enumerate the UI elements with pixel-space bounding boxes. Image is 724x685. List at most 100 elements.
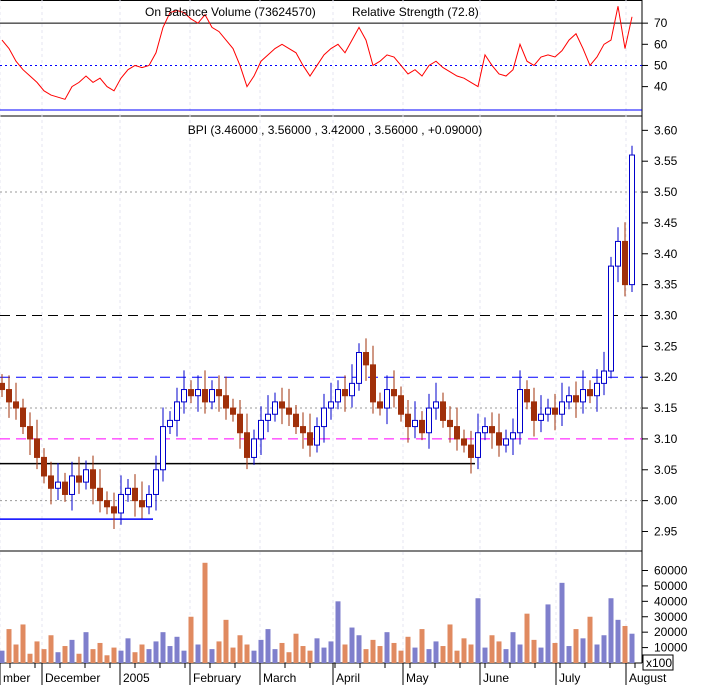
volume-bar bbox=[272, 649, 278, 663]
candle-up bbox=[69, 475, 75, 495]
candle-up bbox=[356, 352, 362, 384]
candle-down bbox=[13, 401, 19, 409]
candle-down bbox=[391, 389, 397, 397]
volume-bar bbox=[622, 626, 628, 663]
volume-bar bbox=[384, 632, 390, 663]
x-axis-label: March bbox=[263, 671, 296, 685]
candle-up bbox=[195, 389, 201, 397]
price-axis-tick-label: 3.55 bbox=[654, 154, 678, 168]
candle-up bbox=[55, 481, 61, 489]
candle-down bbox=[496, 432, 502, 446]
x-axis-label: May bbox=[406, 671, 429, 685]
volume-bar bbox=[573, 629, 579, 663]
x-axis-label: 2005 bbox=[123, 671, 150, 685]
volume-bar bbox=[587, 616, 593, 663]
volume-bar bbox=[104, 655, 110, 663]
candle-up bbox=[559, 401, 565, 415]
volume-bar bbox=[440, 646, 446, 663]
candle-down bbox=[370, 364, 376, 403]
volume-axis-tick-label: 60000 bbox=[654, 564, 688, 578]
volume-bar bbox=[34, 641, 40, 663]
volume-bar bbox=[517, 644, 523, 663]
price-axis-tick-label: 3.20 bbox=[654, 370, 678, 384]
volume-bar bbox=[223, 619, 229, 663]
candle-down bbox=[293, 413, 299, 428]
candle-down bbox=[279, 401, 285, 409]
volume-bar bbox=[503, 649, 509, 663]
volume-bar bbox=[356, 635, 362, 663]
volume-bar bbox=[139, 644, 145, 663]
candle-down bbox=[97, 487, 103, 502]
volume-bar bbox=[97, 642, 103, 663]
candle-up bbox=[146, 493, 152, 508]
volume-bar bbox=[118, 650, 124, 663]
volume-bar bbox=[377, 646, 383, 663]
candle-up bbox=[601, 370, 607, 384]
candle-down bbox=[405, 413, 411, 428]
candle-down bbox=[363, 352, 369, 366]
volume-bar bbox=[342, 644, 348, 663]
candle-up bbox=[160, 426, 166, 471]
candle-up bbox=[251, 438, 257, 458]
price-axis-tick-label: 3.10 bbox=[654, 432, 678, 446]
candle-down bbox=[468, 444, 474, 458]
candle-up bbox=[433, 401, 439, 409]
candle-up bbox=[83, 469, 89, 483]
candle-down bbox=[552, 407, 558, 415]
volume-bar bbox=[209, 649, 215, 663]
candle-up bbox=[629, 154, 635, 286]
candle-down bbox=[622, 240, 628, 286]
volume-bar bbox=[251, 650, 257, 663]
candle-down bbox=[6, 389, 12, 403]
candle-down bbox=[132, 487, 138, 502]
volume-bar bbox=[559, 582, 565, 663]
candle-down bbox=[62, 481, 68, 495]
candle-up bbox=[209, 389, 215, 403]
volume-bar bbox=[496, 641, 502, 663]
candle-down bbox=[237, 413, 243, 434]
volume-bar bbox=[419, 629, 425, 663]
candle-down bbox=[531, 401, 537, 421]
volume-bar bbox=[48, 635, 54, 663]
volume-bar bbox=[482, 647, 488, 663]
candle-down bbox=[447, 419, 453, 428]
volume-bar bbox=[195, 644, 201, 663]
volume-bar bbox=[83, 632, 89, 663]
volume-bar bbox=[594, 644, 600, 663]
price-axis-tick-label: 3.35 bbox=[654, 278, 678, 292]
volume-bar bbox=[111, 647, 117, 663]
candle-up bbox=[475, 432, 481, 458]
price-axis-tick-label: 3.60 bbox=[654, 123, 678, 137]
price-axis-tick-label: 3.25 bbox=[654, 339, 678, 353]
candle-down bbox=[461, 438, 467, 446]
volume-bar bbox=[510, 632, 516, 663]
candle-up bbox=[517, 389, 523, 434]
candle-down bbox=[223, 395, 229, 409]
volume-bar bbox=[615, 619, 621, 663]
candle-up bbox=[181, 389, 187, 403]
candle-up bbox=[594, 382, 600, 397]
price-axis-tick-label: 3.00 bbox=[654, 494, 678, 508]
candle-up bbox=[335, 389, 341, 403]
volume-bar bbox=[433, 641, 439, 663]
indicator-title: On Balance Volume (73624570) bbox=[145, 5, 316, 19]
candle-down bbox=[216, 389, 222, 397]
x-axis-label: mber bbox=[3, 671, 30, 685]
candle-down bbox=[48, 475, 54, 489]
candle-down bbox=[188, 389, 194, 397]
volume-bar bbox=[202, 562, 208, 663]
candle-down bbox=[419, 419, 425, 434]
indicator-title: Relative Strength (72.8) bbox=[352, 5, 479, 19]
volume-bar bbox=[0, 650, 5, 663]
volume-bar bbox=[391, 642, 397, 663]
candle-down bbox=[111, 506, 117, 514]
volume-bar bbox=[468, 644, 474, 663]
rsi-axis-tick-label: 60 bbox=[654, 37, 668, 51]
candle-down bbox=[104, 500, 110, 508]
candle-down bbox=[41, 456, 47, 477]
volume-bar bbox=[41, 649, 47, 663]
rsi-axis-tick-label: 40 bbox=[654, 80, 668, 94]
rsi-axis-tick-label: 50 bbox=[654, 58, 668, 72]
